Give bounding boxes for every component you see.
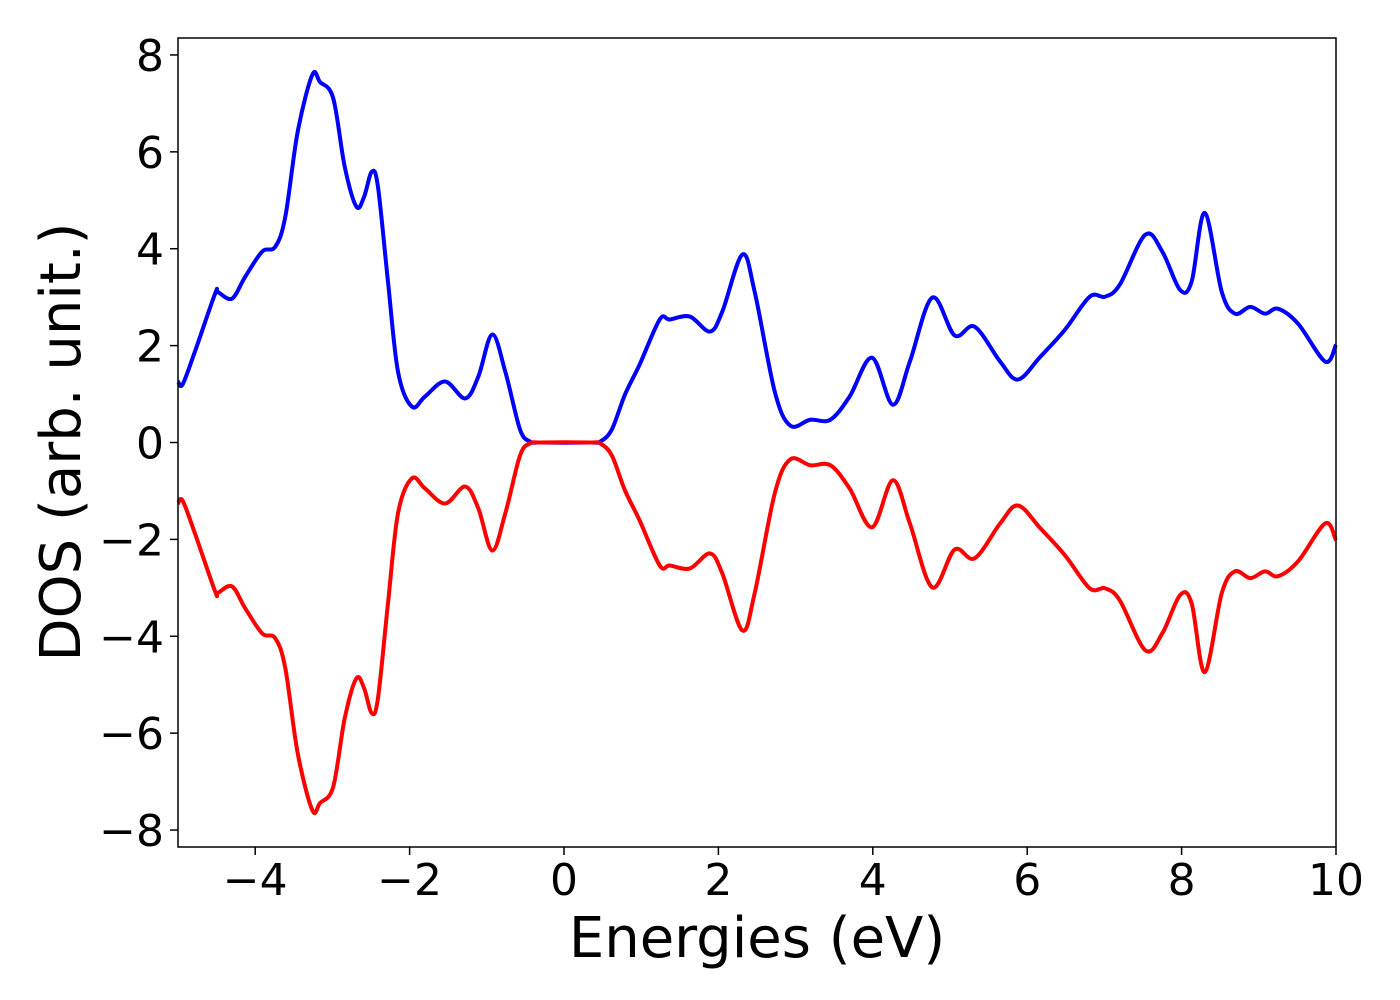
- y-tick-label: −2: [99, 515, 164, 566]
- x-tick-label: −4: [223, 855, 288, 906]
- x-tick-label: 10: [1308, 855, 1364, 906]
- x-tick-label: −2: [377, 855, 442, 906]
- x-axis-label: Energies (eV): [569, 906, 945, 971]
- y-tick-label: −6: [99, 709, 164, 760]
- y-tick-label: 2: [136, 322, 164, 373]
- series-line: [176, 69, 1338, 445]
- y-tick-label: 8: [136, 31, 164, 82]
- series-line: [176, 440, 1338, 816]
- y-tick-label: 4: [136, 225, 164, 276]
- y-tick-label: 6: [136, 128, 164, 179]
- plot-frame: [177, 37, 1337, 848]
- y-axis-label: DOS (arb. unit.): [29, 222, 94, 661]
- x-tick-label: 2: [704, 855, 732, 906]
- y-tick-label: 0: [136, 419, 164, 470]
- y-tick-label: −4: [99, 612, 164, 663]
- y-tick-label: −8: [99, 806, 164, 857]
- x-tick-label: 8: [1168, 855, 1196, 906]
- x-tick-label: 0: [550, 855, 578, 906]
- x-tick-label: 6: [1013, 855, 1041, 906]
- x-tick-label: 4: [859, 855, 887, 906]
